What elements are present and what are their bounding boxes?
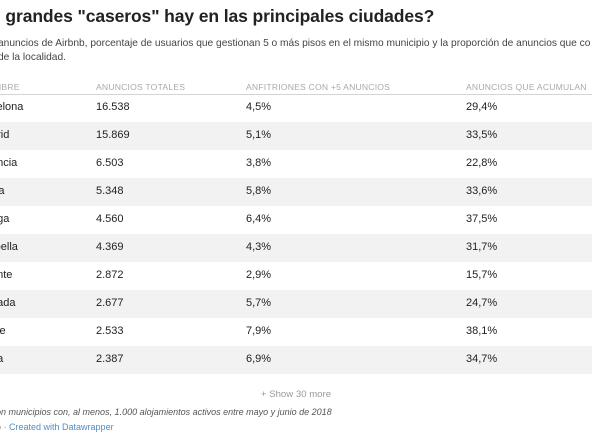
cell-total-listings: 4.560	[96, 213, 124, 225]
cell-city: drid	[0, 129, 10, 141]
cell-city: nada	[0, 297, 16, 309]
cell-listings-share: 38,1%	[466, 325, 498, 337]
cell-listings-share: 15,7%	[466, 269, 498, 281]
cell-listings-share: 22,8%	[466, 157, 498, 169]
cell-city: eje	[0, 325, 6, 337]
cell-listings-share: 31,7%	[466, 241, 498, 253]
cell-total-listings: 5.348	[96, 185, 124, 197]
table-row: nada 2.677 5,7% 24,7%	[0, 290, 592, 318]
table-row: na 2.387 6,9% 34,7%	[0, 346, 592, 374]
cell-hosts-5plus: 6,4%	[246, 213, 272, 225]
cell-listings-share: 34,7%	[466, 353, 498, 365]
cell-hosts-5plus: 4,3%	[246, 241, 272, 253]
table-row: encia 6.503 3,8% 22,8%	[0, 150, 592, 178]
cell-hosts-5plus: 3,8%	[246, 157, 272, 169]
cell-total-listings: 2.533	[96, 325, 124, 337]
cell-total-listings: 2.872	[96, 269, 124, 281]
table-description: anuncios de Airbnb, porcentaje de usuari…	[0, 37, 592, 64]
column-header-listings-share[interactable]: ANUNCIOS QUE ACUMULAN	[466, 82, 587, 92]
table-row: rbella 4.369 4,3% 31,7%	[0, 234, 592, 262]
cell-hosts-5plus: 4,5%	[246, 101, 272, 113]
column-header-total-listings[interactable]: ANUNCIOS TOTALES	[96, 82, 186, 92]
cell-city: illa	[0, 185, 5, 197]
cell-total-listings: 6.503	[96, 157, 124, 169]
table-row: eje 2.533 7,9% 38,1%	[0, 318, 592, 346]
column-header-hosts-5plus[interactable]: ANFITRIONES CON +5 ANUNCIOS	[246, 82, 391, 92]
cell-hosts-5plus: 6,9%	[246, 353, 272, 365]
description-line: de la localidad.	[0, 51, 66, 63]
cell-total-listings: 2.677	[96, 297, 124, 309]
cell-total-listings: 16.538	[96, 101, 130, 113]
cell-city: ante	[0, 269, 13, 281]
table-body: celona 16.538 4,5% 29,4% drid 15.869 5,1…	[0, 94, 592, 374]
table-row: ante 2.872 2,9% 15,7%	[0, 262, 592, 290]
cell-listings-share: 29,4%	[466, 101, 498, 113]
cell-city: aga	[0, 213, 10, 225]
table-row: celona 16.538 4,5% 29,4%	[0, 94, 592, 122]
cell-listings-share: 33,6%	[466, 185, 498, 197]
table-header: MBRE ANUNCIOS TOTALES ANFITRIONES CON +5…	[0, 80, 592, 95]
cell-listings-share: 37,5%	[466, 213, 498, 225]
cell-total-listings: 4.369	[96, 241, 124, 253]
source-line: o · Created with Datawrapper	[0, 422, 114, 432]
footnote: on municipios con, al menos, 1.000 aloja…	[0, 407, 332, 417]
datawrapper-link[interactable]: Created with Datawrapper	[9, 422, 114, 432]
table-row: aga 4.560 6,4% 37,5%	[0, 206, 592, 234]
cell-hosts-5plus: 5,1%	[246, 129, 272, 141]
cell-total-listings: 2.387	[96, 353, 124, 365]
table-row: illa 5.348 5,8% 33,6%	[0, 178, 592, 206]
show-more-button[interactable]: + Show 30 more	[260, 389, 332, 400]
table-title: s grandes "caseros" hay en las principal…	[0, 6, 435, 26]
cell-hosts-5plus: 2,9%	[246, 269, 272, 281]
cell-city: rbella	[0, 241, 18, 253]
cell-hosts-5plus: 5,7%	[246, 297, 272, 309]
cell-city: encia	[0, 157, 18, 169]
cell-city: na	[0, 353, 4, 365]
cell-hosts-5plus: 5,8%	[246, 185, 272, 197]
description-line: anuncios de Airbnb, porcentaje de usuari…	[0, 38, 591, 49]
cell-listings-share: 33,5%	[466, 129, 498, 141]
cell-city: celona	[0, 101, 24, 113]
table-row: drid 15.869 5,1% 33,5%	[0, 122, 592, 150]
column-header-name[interactable]: MBRE	[0, 82, 20, 92]
cell-hosts-5plus: 7,9%	[246, 325, 272, 337]
cell-listings-share: 24,7%	[466, 297, 498, 309]
cell-total-listings: 15.869	[96, 129, 130, 141]
source-prefix: o ·	[0, 422, 7, 432]
